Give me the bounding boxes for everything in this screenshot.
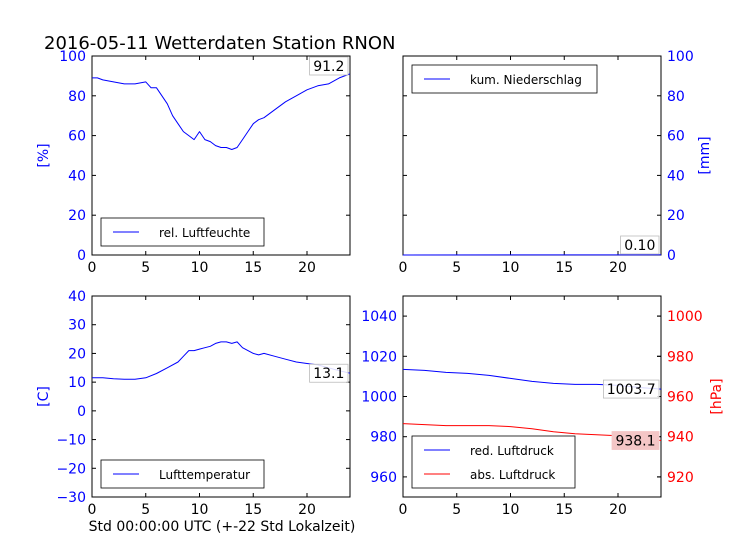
x-tick-label: 10	[502, 502, 520, 518]
chart-panel-bottom-left: 0 5 10 15 20 −30 −20 −10 0 10 20 30 40 [C] Lufttempera…	[36, 289, 351, 518]
value-readout-box	[603, 379, 660, 399]
y-tick-label: 0	[667, 248, 676, 264]
value-readout-box	[620, 235, 660, 255]
y-right-tick-label: 940	[667, 430, 694, 446]
y-tick-label: 20	[68, 346, 86, 362]
y-tick-label: −10	[56, 433, 86, 449]
y-tick-label: 40	[68, 289, 86, 305]
chart-panel-top-left: 0 5 10 15 20 0 20 40 60 80 100 [%] rel. Luftfeuchte 9…	[36, 49, 351, 276]
x-tick-label: 15	[555, 260, 573, 276]
legend-entry: rel. Luftfeuchte	[159, 226, 250, 240]
x-tick-label: 20	[609, 260, 627, 276]
y-tick-label: 40	[667, 168, 685, 184]
y-tick-label: −30	[56, 490, 86, 506]
x-tick-label: 5	[141, 502, 150, 518]
legend-entry: red. Luftdruck	[470, 444, 554, 458]
value-readout: 938.1	[615, 434, 655, 450]
y-tick-label: 1000	[361, 390, 397, 406]
value-readout: 91.2	[313, 59, 344, 75]
x-tick-label: 20	[298, 260, 316, 276]
x-tick-label: 15	[555, 502, 573, 518]
value-readout: 13.1	[313, 366, 344, 382]
legend-entry: Lufttemperatur	[159, 468, 250, 482]
plot-frame	[91, 55, 351, 256]
y-right-axis-label: [hPa]	[709, 378, 725, 414]
x-tick-label: 20	[609, 502, 627, 518]
y-tick-label: 10	[68, 375, 86, 391]
y-tick-label: 980	[370, 430, 397, 446]
x-tick-label: 0	[399, 502, 408, 518]
value-readout-box	[309, 363, 349, 383]
value-readout: 1003.7	[607, 382, 656, 398]
y-tick-label: 60	[667, 129, 685, 145]
y-tick-label: 100	[59, 49, 86, 65]
x-tick-label: 10	[191, 502, 209, 518]
y-tick-label: 80	[68, 89, 86, 105]
x-axis-footer-label: Std 00:00:00 UTC (+-22 Std Lokalzeit)	[89, 519, 356, 535]
value-readout-box	[611, 431, 660, 450]
legend-entry: kum. Niederschlag	[470, 73, 582, 87]
x-tick-label: 15	[244, 502, 262, 518]
legend-box	[411, 435, 576, 489]
chart-panel-top-right: 0 5 10 15 20 0 20 40 60 80 100 [mm] kum. Niederschla…	[399, 49, 713, 276]
y-tick-label: 60	[68, 129, 86, 145]
y-tick-label: 960	[370, 470, 397, 486]
x-tick-label: 5	[452, 502, 461, 518]
chart-panel-bottom-right: 0 5 10 15 20 960 980 1000 1020 1040 920 940 960 980 10…	[361, 295, 725, 518]
y-right-tick-label: 920	[667, 470, 694, 486]
x-tick-label: 10	[191, 260, 209, 276]
x-tick-label: 5	[141, 260, 150, 276]
x-tick-label: 0	[88, 502, 97, 518]
x-tick-label: 20	[298, 502, 316, 518]
y-tick-label: 20	[68, 208, 86, 224]
y-axis-label: [mm]	[697, 136, 713, 174]
y-right-tick-label: 1000	[667, 309, 703, 325]
value-readout-box	[309, 56, 349, 76]
y-tick-label: 1020	[361, 349, 397, 365]
y-tick-label: 40	[68, 168, 86, 184]
y-tick-label: 80	[667, 89, 685, 105]
y-tick-label: −20	[56, 461, 86, 477]
y-tick-label: 0	[77, 404, 86, 420]
figure-title: 2016-05-11 Wetterdaten Station RNON	[44, 33, 395, 54]
y-axis-label: [C]	[36, 386, 52, 407]
x-tick-label: 5	[452, 260, 461, 276]
series-line-0	[92, 341, 351, 380]
y-tick-label: 30	[68, 318, 86, 334]
legend-entry: abs. Luftdruck	[470, 468, 555, 482]
y-tick-label: 0	[77, 248, 86, 264]
x-tick-label: 0	[399, 260, 408, 276]
y-axis-label: [%]	[36, 143, 52, 167]
x-tick-label: 15	[244, 260, 262, 276]
y-right-tick-label: 960	[667, 390, 694, 406]
y-right-tick-label: 980	[667, 349, 694, 365]
series-line-0	[92, 73, 351, 150]
y-tick-label: 100	[667, 49, 694, 65]
value-readout: 0.10	[624, 238, 655, 254]
plot-frame	[91, 295, 351, 498]
y-tick-label: 20	[667, 208, 685, 224]
x-tick-label: 10	[502, 260, 520, 276]
x-tick-label: 0	[88, 260, 97, 276]
y-tick-label: 1040	[361, 309, 397, 325]
